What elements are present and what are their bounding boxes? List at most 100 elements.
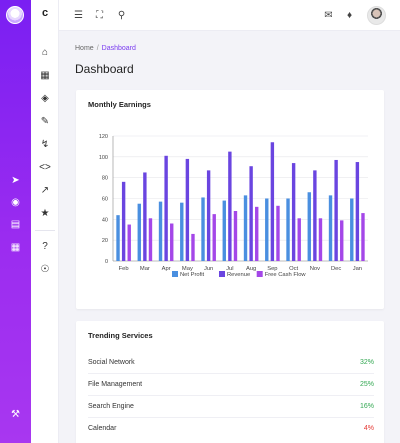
service-row: File Management 25% xyxy=(88,381,374,395)
main-content: Home / Dashboard Dashboard Monthly Earning… xyxy=(59,31,400,443)
legend-swatch xyxy=(219,271,225,277)
y-tick-label: 80 xyxy=(102,176,108,182)
bar-revenue xyxy=(206,170,211,261)
bar-free-cash-flow xyxy=(148,218,153,261)
legend-label: Net Profit xyxy=(180,272,205,278)
bar-free-cash-flow xyxy=(276,205,280,261)
bar-revenue xyxy=(270,142,275,261)
brush-icon[interactable]: ✎ xyxy=(40,116,50,127)
menu-icon[interactable]: ☰ xyxy=(74,10,83,21)
y-tick-label: 60 xyxy=(102,197,108,203)
service-row: Social Network 32% xyxy=(88,359,374,373)
service-row: Search Engine 16% xyxy=(88,403,374,417)
mail-icon[interactable]: ✉ xyxy=(324,10,333,21)
bar-free-cash-flow xyxy=(297,218,301,261)
top-bar: ☰ ⛶ ⚲ ✉ ♦ xyxy=(59,0,400,31)
bar-free-cash-flow xyxy=(233,211,238,261)
trend-icon[interactable]: ↗ xyxy=(40,185,50,196)
y-tick-label: 120 xyxy=(99,134,108,140)
bar-revenue xyxy=(143,172,147,261)
bar-free-cash-flow xyxy=(170,223,174,261)
legend-swatch xyxy=(256,271,263,277)
x-tick-label: May xyxy=(182,266,193,272)
bar-free-cash-flow xyxy=(361,213,365,261)
bar-revenue xyxy=(355,162,360,261)
rocket-icon[interactable]: ➤ xyxy=(11,175,20,186)
bar-revenue xyxy=(228,151,232,261)
service-row: Calendar 4% xyxy=(88,425,374,439)
logo-avatar[interactable] xyxy=(6,6,24,24)
bar-free-cash-flow xyxy=(191,233,195,261)
y-tick-label: 0 xyxy=(105,259,108,265)
home-icon[interactable]: ⌂ xyxy=(41,47,49,58)
service-name: Search Engine xyxy=(88,403,134,410)
bar-free-cash-flow xyxy=(127,224,131,261)
x-tick-label: Feb xyxy=(119,266,129,272)
bar-free-cash-flow xyxy=(212,214,216,261)
page-title: Dashboard xyxy=(75,62,134,76)
breadcrumb-separator: / xyxy=(96,45,99,52)
x-tick-label: Jan xyxy=(353,266,362,272)
breadcrumb-home[interactable]: Home xyxy=(75,45,94,52)
x-tick-label: Apr xyxy=(162,266,171,272)
breadcrumb-current: Dashboard xyxy=(101,45,136,52)
bar-net-profit xyxy=(116,215,120,261)
x-tick-label: Mar xyxy=(140,266,150,272)
monthly-earnings-card: Monthly Earnings 0 20 40 60 80 100 120 Feb Mar Ap… xyxy=(76,90,384,309)
legend-label: Revenue xyxy=(227,272,250,278)
y-tick-label: 100 xyxy=(99,155,108,161)
earnings-chart: 0 20 40 60 80 100 120 Feb Mar Apr May Jun Jul Aug Sep O… xyxy=(99,134,368,278)
grid-icon[interactable]: ▦ xyxy=(40,70,50,81)
bar-revenue xyxy=(164,155,168,261)
trending-services-card: Trending Services Social Network 32% File … xyxy=(76,321,384,443)
wrench-icon[interactable]: ⚒ xyxy=(11,409,20,420)
nav-divider xyxy=(35,230,55,231)
x-tick-label: Nov xyxy=(310,266,320,272)
row-divider xyxy=(88,395,374,396)
search-icon[interactable]: ⚲ xyxy=(117,10,126,21)
bar-revenue xyxy=(185,158,190,261)
bar-net-profit xyxy=(222,200,226,261)
service-name: Social Network xyxy=(88,359,135,366)
row-divider xyxy=(88,373,374,374)
service-percent: 16% xyxy=(359,403,374,410)
bar-revenue xyxy=(334,159,338,261)
bar-net-profit xyxy=(307,192,311,261)
layers-icon[interactable]: ◈ xyxy=(41,93,49,104)
bar-net-profit xyxy=(350,198,354,261)
service-percent: 4% xyxy=(363,425,374,432)
bar-net-profit xyxy=(201,197,205,261)
bar-free-cash-flow xyxy=(255,206,259,261)
code-icon[interactable]: <> xyxy=(39,162,51,173)
x-tick-label: Jun xyxy=(204,266,213,272)
x-tick-label: Jul xyxy=(226,266,233,272)
help-icon[interactable]: ? xyxy=(42,241,48,252)
bar-net-profit xyxy=(158,201,163,261)
bar-free-cash-flow xyxy=(340,220,344,261)
user-avatar[interactable] xyxy=(367,6,386,25)
secondary-nav: c ⌂ ▦ ◈ ✎ ↯ <> ↗ ★ ? ☉ xyxy=(31,0,59,443)
x-tick-label: Aug xyxy=(246,266,256,272)
bell-icon[interactable]: ♦ xyxy=(346,10,353,21)
y-tick-label: 20 xyxy=(102,238,108,244)
star-icon[interactable]: ★ xyxy=(40,208,50,219)
service-percent: 32% xyxy=(359,359,374,366)
fullscreen-icon[interactable]: ⛶ xyxy=(96,10,103,21)
compass-icon[interactable]: ◉ xyxy=(11,197,20,208)
globe-icon[interactable]: ☉ xyxy=(40,264,50,275)
bar-revenue xyxy=(291,163,296,261)
service-name: File Management xyxy=(88,381,143,388)
legend-label: Free Cash Flow xyxy=(265,272,307,278)
inbox-icon[interactable]: ▤ xyxy=(10,219,21,230)
chat-icon[interactable]: ▦ xyxy=(10,242,21,253)
card-title: Trending Services xyxy=(88,331,153,340)
bar-revenue xyxy=(249,166,253,261)
bar-revenue xyxy=(121,181,126,261)
bar-revenue xyxy=(313,170,317,261)
y-tick-label: 40 xyxy=(102,217,108,223)
brand-logo[interactable]: c xyxy=(41,7,49,19)
bar-free-cash-flow xyxy=(318,218,323,261)
x-tick-label: Oct xyxy=(289,266,298,272)
bar-net-profit xyxy=(243,195,248,261)
lightning-icon[interactable]: ↯ xyxy=(40,139,50,150)
